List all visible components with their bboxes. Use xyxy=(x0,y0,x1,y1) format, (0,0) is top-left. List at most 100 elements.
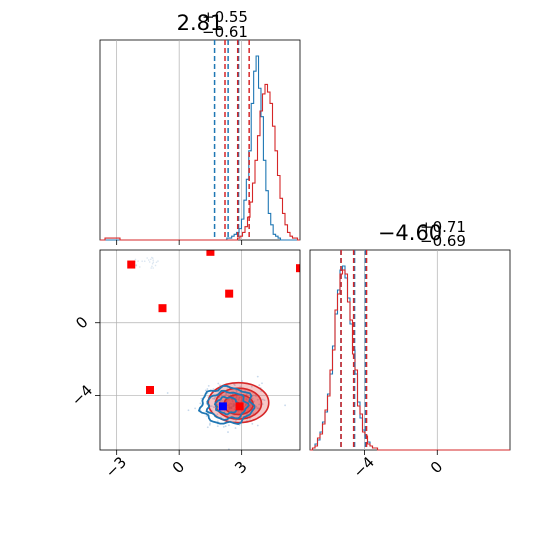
sample-point xyxy=(230,403,233,405)
sample-point xyxy=(261,398,264,401)
sample-point xyxy=(235,389,238,392)
marker-red-square xyxy=(225,289,234,298)
tick-label: 0 xyxy=(72,313,91,332)
scatter-contours-blue xyxy=(197,384,256,426)
sample-point xyxy=(216,420,219,423)
sample-point xyxy=(205,415,208,417)
sample-point xyxy=(210,405,213,408)
sample-point xyxy=(151,265,153,268)
sample-point xyxy=(234,427,237,429)
sample-point xyxy=(232,403,235,406)
param1-title-value: 2.81 xyxy=(177,11,224,35)
sample-point xyxy=(209,422,211,425)
hist-param1-panel: 2.81 +0.55 −0.61 xyxy=(99,8,301,245)
sample-point xyxy=(256,424,259,427)
tick-label: −4 xyxy=(350,453,378,481)
sample-point xyxy=(252,412,255,415)
sample-point xyxy=(257,407,260,410)
sample-point xyxy=(139,266,141,268)
hist-series-blue xyxy=(100,55,300,241)
sample-point xyxy=(231,405,233,408)
sample-point xyxy=(227,424,230,427)
sample-point xyxy=(256,375,259,378)
param1-title-plus: +0.55 xyxy=(202,8,248,26)
scatter-grid xyxy=(100,250,300,450)
sample-point xyxy=(240,400,243,402)
sample-point xyxy=(284,404,286,407)
contour-blue xyxy=(205,389,250,421)
sample-point xyxy=(206,426,209,429)
marker-red-square xyxy=(235,402,244,411)
hist-series-red xyxy=(310,269,510,451)
sample-point xyxy=(263,399,266,402)
sample-point xyxy=(237,410,240,413)
param2-title-value: −4.60 xyxy=(378,221,442,245)
sample-point xyxy=(204,389,207,392)
scatter-markers xyxy=(127,250,300,411)
sample-point xyxy=(141,260,143,263)
sample-point xyxy=(221,400,224,402)
hist-param1-xticks xyxy=(116,240,243,245)
sample-point xyxy=(258,384,261,387)
sample-point xyxy=(150,267,153,269)
sample-point xyxy=(233,408,236,411)
sample-point xyxy=(216,403,219,406)
param1-title-minus: −0.61 xyxy=(202,23,248,41)
hist-param1-grid xyxy=(116,40,243,240)
sample-point xyxy=(217,382,220,385)
sample-point xyxy=(194,407,197,410)
sample-point xyxy=(223,410,226,413)
sample-point xyxy=(148,261,151,263)
sample-point xyxy=(166,392,169,394)
sample-point xyxy=(137,260,139,262)
scatter-frame xyxy=(99,249,301,451)
sample-point xyxy=(228,398,230,401)
hist-param1-quantiles xyxy=(213,40,250,240)
hist-param2-panel: 0 −4 −4.60 +0.71 −0.69 xyxy=(309,218,511,481)
sample-point xyxy=(244,404,247,407)
sample-point xyxy=(248,417,251,420)
sample-point xyxy=(261,382,263,385)
sample-point xyxy=(146,257,148,259)
sample-point xyxy=(255,395,257,398)
marker-red-square xyxy=(206,250,215,256)
param2-title-minus: −0.69 xyxy=(420,232,466,250)
scatter-panel: −3 0 3 0 −4 xyxy=(68,249,301,481)
sample-point xyxy=(208,424,211,426)
tick-label: 3 xyxy=(231,458,250,477)
sample-point xyxy=(212,406,215,409)
sample-point xyxy=(222,425,225,428)
sample-point xyxy=(225,400,228,403)
sample-point xyxy=(134,258,137,261)
sample-point xyxy=(235,395,238,397)
sample-point xyxy=(216,413,219,416)
sample-point xyxy=(207,385,210,387)
sample-point xyxy=(135,264,137,266)
sample-point xyxy=(233,405,235,407)
hist-param1-series xyxy=(100,55,300,241)
scatter-samples xyxy=(133,256,286,450)
sample-point xyxy=(258,403,261,406)
sample-point xyxy=(229,406,232,409)
sample-point xyxy=(143,260,146,263)
tick-label: −4 xyxy=(68,381,96,409)
param1-title: 2.81 xyxy=(177,11,224,35)
hist-param2-quantiles xyxy=(340,250,368,450)
marker-red-square xyxy=(127,260,136,269)
sample-point xyxy=(227,431,229,433)
sample-point xyxy=(245,393,248,396)
sample-point xyxy=(239,385,242,388)
sample-point xyxy=(212,388,215,391)
contour-blue xyxy=(197,384,256,426)
scatter-xticks: −3 0 3 xyxy=(102,450,251,481)
tick-label: 0 xyxy=(427,458,446,477)
marker-blue-square xyxy=(218,402,227,411)
marker-red-square xyxy=(296,264,300,273)
sample-point xyxy=(251,397,254,400)
contour-blue xyxy=(213,395,241,416)
sample-point xyxy=(231,400,234,403)
sample-point xyxy=(251,422,254,425)
sample-point xyxy=(235,391,238,393)
sample-point xyxy=(187,409,190,412)
